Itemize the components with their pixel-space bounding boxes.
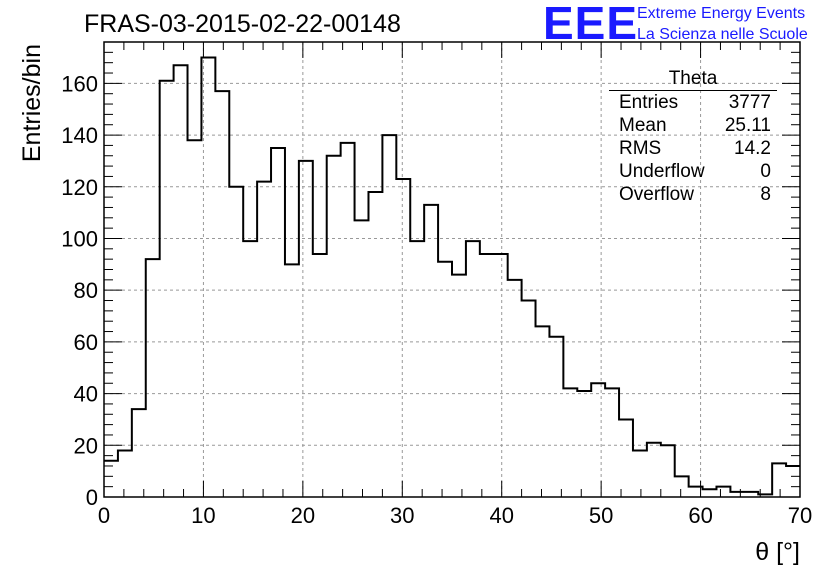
stats-row-rms: RMS 14.2 — [609, 137, 777, 160]
histogram-bin — [299, 161, 313, 497]
stats-value: 3777 — [728, 92, 771, 113]
histogram-bin — [396, 179, 410, 497]
stats-box: Theta Entries 3777 Mean 25.11 RMS 14.2 U… — [609, 68, 777, 206]
histogram-bin — [480, 254, 494, 497]
x-tick-label: 70 — [788, 503, 812, 528]
histogram-bin — [577, 391, 591, 497]
stats-row-mean: Mean 25.11 — [609, 114, 777, 137]
plot-frame — [103, 41, 801, 498]
histogram-bin — [160, 81, 174, 497]
stats-row-entries: Entries 3777 — [609, 91, 777, 114]
y-tick-label: 20 — [74, 433, 98, 458]
stats-label: Underflow — [619, 161, 705, 182]
histogram-bin — [327, 156, 341, 497]
histogram-bin — [271, 148, 285, 497]
y-tick-label: 140 — [61, 123, 98, 148]
stats-value: 0 — [760, 161, 771, 182]
histogram-bin — [257, 182, 271, 497]
histogram-bin — [146, 259, 160, 497]
histogram-bin — [647, 443, 661, 497]
histogram-bin — [243, 241, 257, 497]
x-axis-label: θ [°] — [755, 538, 800, 566]
histogram-bin — [188, 140, 202, 497]
histogram-bin — [118, 450, 132, 497]
stats-value: 14.2 — [734, 138, 771, 159]
grid — [104, 42, 800, 497]
histogram-bin — [786, 466, 800, 497]
x-tick-label: 40 — [489, 503, 513, 528]
stats-value: 8 — [760, 184, 771, 205]
y-tick-label: 120 — [61, 175, 98, 200]
x-tick-label: 0 — [98, 503, 110, 528]
x-tick-label: 50 — [589, 503, 613, 528]
histogram-bin — [633, 450, 647, 497]
histogram-bin — [285, 264, 299, 497]
stats-label: Entries — [619, 92, 679, 113]
histogram-bin — [591, 383, 605, 497]
chart-title: FRAS-03-2015-02-22-00148 — [84, 10, 401, 38]
histogram-bin — [703, 489, 717, 497]
stats-value: 25.11 — [724, 115, 771, 136]
histogram-bin — [174, 65, 188, 497]
y-tick-label: 40 — [74, 382, 98, 407]
histogram-bars — [104, 56, 800, 497]
histogram-bin — [716, 487, 730, 497]
histogram-bin — [549, 337, 563, 497]
y-tick-label: 160 — [61, 71, 98, 96]
histogram-bin — [619, 419, 633, 497]
histogram-bin — [215, 91, 229, 497]
stats-row-underflow: Underflow 0 — [609, 160, 777, 183]
histogram-bin — [466, 241, 480, 497]
axis-ticks — [103, 41, 801, 498]
histogram-outline — [104, 56, 800, 496]
x-tick-label: 10 — [191, 503, 215, 528]
histogram-bin — [355, 220, 369, 497]
y-tick-label: 100 — [61, 226, 98, 251]
histogram-bin — [438, 262, 452, 497]
y-tick-label: 0 — [86, 485, 98, 510]
logo-line-2: La Scienza nelle Scuole — [637, 26, 808, 43]
histogram-bin — [563, 388, 577, 497]
stats-label: Overflow — [619, 184, 694, 205]
histogram-bin — [368, 192, 382, 497]
histogram-bin — [508, 280, 522, 497]
y-axis-label: Entries/bin — [18, 44, 46, 162]
x-tick-label: 60 — [688, 503, 712, 528]
histogram-bin — [605, 388, 619, 497]
x-tick-label: 20 — [291, 503, 315, 528]
stats-row-overflow: Overflow 8 — [609, 183, 777, 206]
histogram-bin — [675, 476, 689, 497]
stats-title: Theta — [609, 68, 777, 91]
histogram-bin — [410, 241, 424, 497]
y-tick-label: 80 — [74, 278, 98, 303]
histogram-bin — [341, 143, 355, 497]
histogram-bin — [661, 445, 675, 497]
histogram-bin — [132, 409, 146, 497]
histogram-bin — [452, 275, 466, 497]
eee-logo: EEE — [543, 0, 639, 49]
y-tick-label: 60 — [74, 330, 98, 355]
histogram-bin — [536, 326, 550, 497]
eee-logo-text: Extreme Energy Events La Scienza nelle S… — [637, 3, 808, 45]
histogram-bin — [424, 205, 438, 497]
x-tick-label: 30 — [390, 503, 414, 528]
histogram-bin — [382, 135, 396, 497]
logo-line-1: Extreme Energy Events — [637, 5, 806, 22]
stats-label: RMS — [619, 138, 662, 159]
histogram-bin — [522, 301, 536, 497]
histogram-bin — [772, 463, 786, 497]
stats-label: Mean — [619, 115, 667, 136]
